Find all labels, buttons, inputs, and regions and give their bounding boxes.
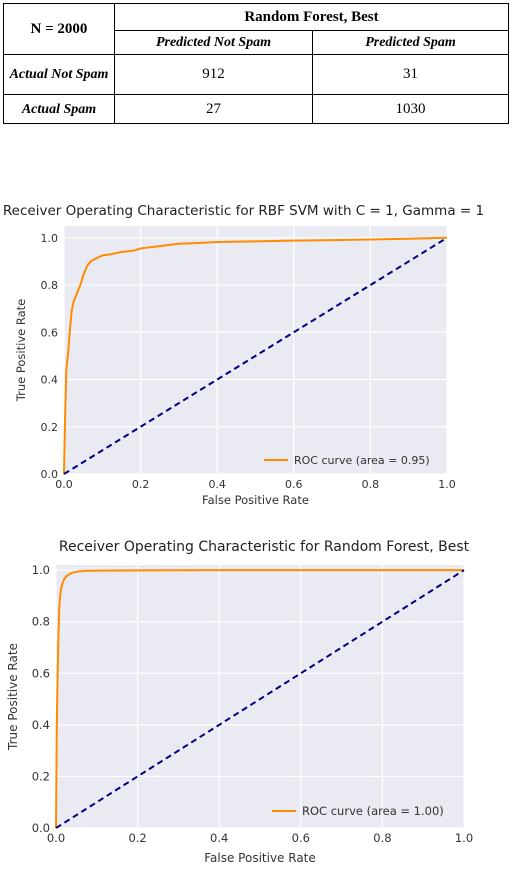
confusion-matrix-table: N = 2000 Random Forest, Best Predicted N…: [3, 3, 509, 124]
roc-curve-line: [63, 236, 448, 475]
x-tick-label: 0.8: [373, 831, 391, 845]
col-header-predicted-not-spam: Predicted Not Spam: [114, 30, 313, 55]
plot-area: [64, 226, 447, 474]
y-tick-label: 0.0: [32, 821, 50, 835]
y-tick-label: 1.0: [41, 232, 59, 245]
x-axis-label: False Positive Rate: [202, 493, 309, 507]
cell-fp: 31: [312, 54, 509, 95]
diagonal-reference-line: [63, 236, 448, 475]
row-header-actual-not-spam: Actual Not Spam: [3, 54, 115, 95]
chart-title: Receiver Operating Characteristic for Ra…: [59, 539, 470, 555]
chart-title: Receiver Operating Characteristic for RB…: [3, 203, 484, 219]
y-tick-label: 0.6: [32, 666, 50, 680]
legend-label: ROC curve (area = 1.00): [302, 804, 444, 818]
x-tick-label: 0.6: [292, 831, 310, 845]
roc-chart-random-forest: Receiver Operating Characteristic for Ra…: [6, 539, 473, 865]
y-axis-label: True Positive Rate: [14, 299, 28, 402]
roc-curve-line: [55, 569, 464, 829]
x-tick-label: 0.4: [210, 831, 228, 845]
y-tick-label: 0.8: [32, 615, 50, 629]
x-tick-label: 0.6: [285, 478, 303, 491]
col-header-predicted-spam: Predicted Spam: [312, 30, 509, 55]
legend-label: ROC curve (area = 0.95): [294, 454, 430, 467]
sample-size-label: N = 2000: [3, 3, 115, 55]
y-tick-label: 0.2: [41, 421, 59, 434]
y-tick-label: 0.4: [32, 718, 50, 732]
row-header-actual-spam: Actual Spam: [3, 94, 115, 124]
y-tick-label: 0.0: [41, 468, 59, 481]
x-tick-label: 0.0: [55, 478, 73, 491]
x-tick-label: 0.4: [208, 478, 226, 491]
diagonal-reference-line: [55, 569, 465, 829]
y-tick-label: 0.4: [41, 374, 59, 387]
cell-tn: 912: [114, 54, 313, 95]
y-tick-label: 0.6: [41, 326, 59, 339]
roc-chart-svm: Receiver Operating Characteristic for RB…: [3, 203, 484, 507]
x-tick-label: 0.2: [128, 831, 146, 845]
x-tick-label: 0.0: [47, 831, 65, 845]
x-tick-label: 1.0: [438, 478, 456, 491]
y-tick-label: 0.2: [32, 769, 50, 783]
y-axis-label: True Positive Rate: [6, 643, 20, 751]
model-header: Random Forest, Best: [114, 3, 509, 31]
x-axis-label: False Positive Rate: [204, 851, 316, 865]
cell-tp: 1030: [312, 94, 509, 124]
x-tick-label: 0.2: [132, 478, 150, 491]
y-tick-label: 1.0: [32, 563, 50, 577]
cell-fn: 27: [114, 94, 313, 124]
x-tick-label: 1.0: [455, 831, 473, 845]
y-tick-label: 0.8: [41, 279, 59, 292]
x-tick-label: 0.8: [362, 478, 380, 491]
